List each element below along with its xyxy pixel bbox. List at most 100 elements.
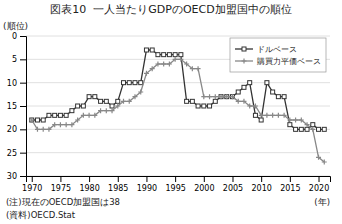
- x-tick: 2005: [223, 176, 243, 193]
- series-marker: [156, 53, 160, 57]
- series-marker: [144, 48, 148, 52]
- x-tick-mark: [232, 176, 233, 182]
- series-marker: [276, 95, 280, 99]
- series-marker: [52, 122, 57, 127]
- x-tick-mark: [290, 176, 291, 182]
- series-marker: [236, 90, 240, 94]
- x-axis: 1970197519801985199019952000200520102015…: [22, 176, 330, 193]
- series-marker: [75, 118, 80, 123]
- grid-line: [26, 82, 330, 83]
- x-tick: 2000: [194, 176, 214, 193]
- y-tick-mark: [20, 129, 26, 130]
- legend-frame: [230, 38, 326, 72]
- x-tick-label: 2015: [280, 184, 300, 193]
- series-marker: [271, 90, 275, 94]
- series-marker: [219, 95, 223, 99]
- legend-label: ドルベース: [257, 45, 297, 54]
- series-marker: [225, 95, 229, 99]
- series-marker: [127, 99, 132, 104]
- series-marker: [305, 122, 310, 127]
- series-marker: [122, 81, 126, 85]
- series-marker: [190, 66, 195, 71]
- series-marker: [87, 95, 91, 99]
- series-marker: [190, 99, 194, 103]
- series-marker: [132, 94, 137, 99]
- x-tick-label: 1975: [51, 184, 71, 193]
- legend: ドルベース購買力平価ベース: [230, 38, 326, 72]
- x-tick: 2015: [280, 176, 300, 193]
- x-tick-label: 2005: [223, 184, 243, 193]
- series-marker: [288, 123, 292, 127]
- series-marker: [155, 62, 160, 67]
- series-marker: [213, 94, 218, 99]
- series-marker: [219, 94, 224, 99]
- grid-line: [26, 36, 330, 37]
- series-marker: [133, 81, 137, 85]
- series-marker: [242, 85, 246, 89]
- y-tick-mark: [20, 36, 26, 37]
- series-marker: [265, 81, 269, 85]
- series: [30, 48, 327, 131]
- y-tick-label: 30: [7, 172, 17, 181]
- series-marker: [76, 104, 80, 108]
- series-marker: [241, 99, 246, 104]
- y-tick-label: 0: [12, 32, 17, 41]
- series-marker: [144, 71, 149, 76]
- series-marker: [224, 94, 229, 99]
- series-marker: [305, 127, 309, 131]
- legend-marker: [242, 59, 247, 64]
- grid-line: [26, 106, 330, 107]
- series-marker: [104, 99, 108, 103]
- series-marker: [81, 113, 86, 118]
- series-marker: [230, 94, 235, 99]
- series-marker: [247, 104, 252, 109]
- series-marker: [115, 104, 120, 109]
- x-tick: 1985: [108, 176, 128, 193]
- x-tick-mark: [261, 176, 262, 182]
- series-marker: [81, 104, 85, 108]
- x-axis-label: (年): [314, 197, 330, 207]
- series-marker: [46, 127, 51, 132]
- series-marker: [41, 127, 46, 132]
- series-marker: [202, 104, 206, 108]
- series-marker: [201, 94, 206, 99]
- x-tick-label: 1995: [165, 184, 185, 193]
- y-tick-label: 20: [7, 125, 17, 134]
- grid-line: [26, 152, 330, 153]
- y-tick: 5: [12, 55, 26, 64]
- y-tick-mark: [20, 153, 26, 154]
- y-tick-label: 10: [7, 79, 17, 88]
- y-tick-label: 15: [7, 102, 17, 111]
- series-marker: [207, 94, 212, 99]
- series-marker: [41, 118, 45, 122]
- series-line: [32, 59, 325, 162]
- series-marker: [322, 160, 327, 165]
- legend-item: ドルベース: [235, 45, 297, 54]
- series-marker: [179, 53, 183, 57]
- x-tick: 2010: [251, 176, 271, 193]
- series-marker: [92, 113, 97, 118]
- y-tick: 0: [12, 32, 26, 41]
- x-tick-mark: [89, 176, 90, 182]
- annotation: (資料)OECD.Stat: [6, 210, 76, 220]
- series-marker: [58, 122, 63, 127]
- series-marker: [259, 113, 264, 118]
- series-marker: [208, 104, 212, 108]
- chart-svg: 図表10 一人当たりGDPのOECD加盟国中の順位(順位)19701975198…: [0, 0, 342, 224]
- y-tick: 15: [7, 102, 26, 111]
- series-marker: [139, 81, 143, 85]
- y-tick-mark: [20, 106, 26, 107]
- x-tick-mark: [118, 176, 119, 182]
- series-marker: [310, 127, 315, 132]
- y-tick: 30: [7, 172, 26, 181]
- series-marker: [287, 118, 292, 123]
- x-tick-label: 2010: [251, 184, 271, 193]
- grid: [26, 36, 330, 176]
- plot-area: 1970197519801985199019952000200520102015…: [7, 32, 331, 193]
- y-tick: 25: [7, 149, 26, 158]
- series-marker: [64, 113, 68, 117]
- series-marker: [173, 57, 178, 62]
- x-tick-label: 1985: [108, 184, 128, 193]
- series-marker: [178, 57, 183, 62]
- x-tick: 1975: [51, 176, 71, 193]
